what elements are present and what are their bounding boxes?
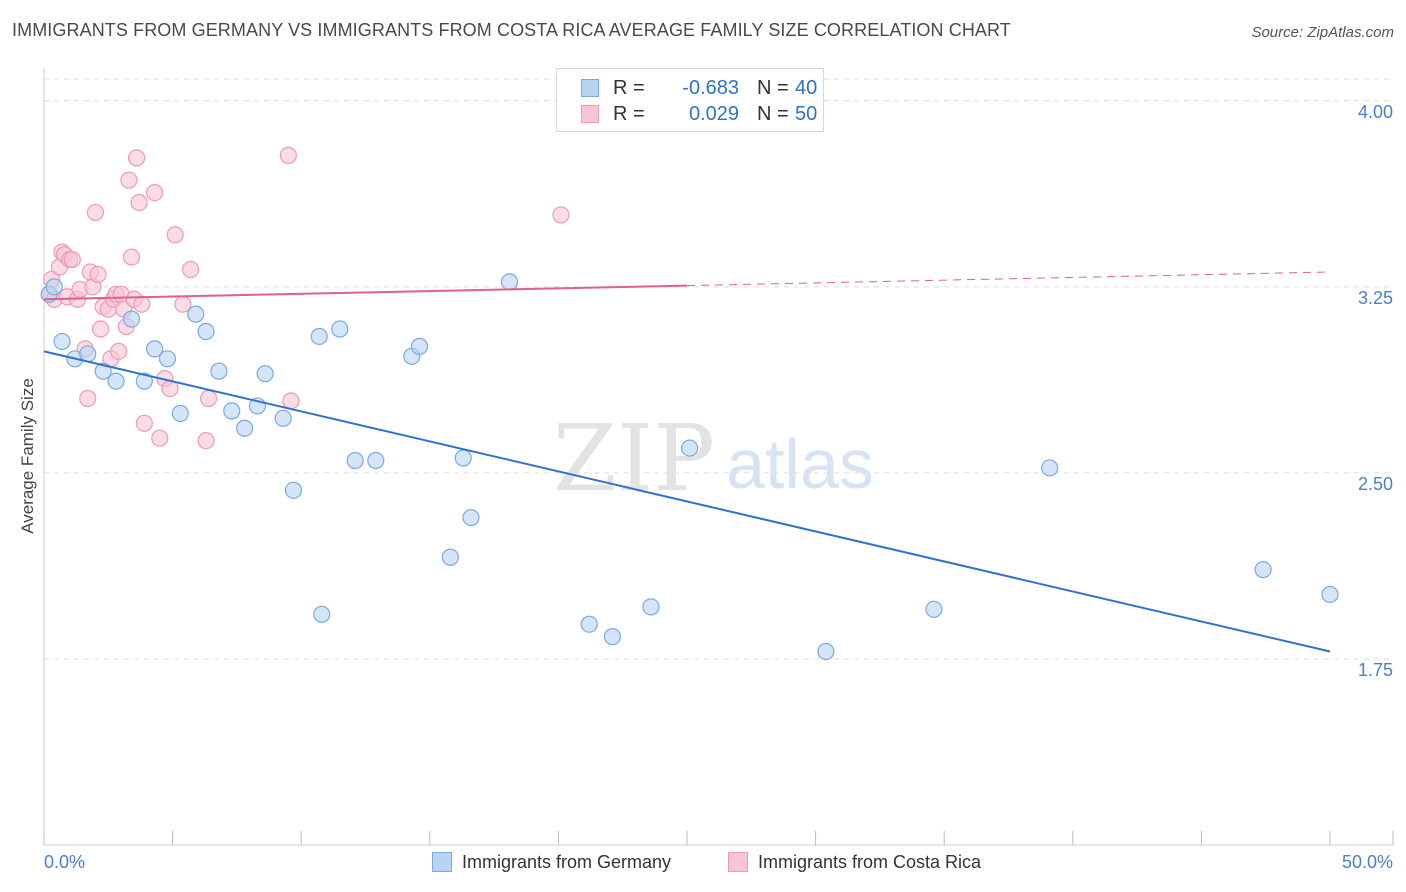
germany-point-13	[197, 322, 215, 341]
costa-rica-point-27	[120, 171, 138, 189]
costa-rica-point-31	[130, 193, 148, 212]
legend-item-costa-rica[interactable]: Immigrants from Costa Rica	[728, 852, 981, 873]
germany-point-22	[313, 605, 331, 623]
x-tick-label-min: 0.0%	[44, 852, 86, 872]
r-value: 0.029	[688, 103, 739, 125]
n-value: 50	[795, 103, 818, 125]
costa-rica-point-30	[127, 149, 146, 167]
germany-point-21	[310, 327, 328, 346]
costa-rica-point-28	[122, 248, 141, 266]
germany-point-6	[107, 372, 125, 390]
germany-point-7	[122, 310, 141, 328]
n-value: 40	[795, 77, 818, 99]
germany-point-23	[331, 320, 349, 338]
costa-rica-point-16	[89, 265, 107, 284]
germany-point-35	[680, 439, 699, 457]
costa-rica-point-40	[182, 260, 200, 279]
costa-rica-point-38	[166, 226, 184, 244]
germany-point-25	[367, 451, 385, 470]
germany-point-32	[580, 615, 598, 633]
costa-rica-point-34	[145, 183, 164, 202]
germany-point-28	[441, 548, 459, 566]
germany-point-19	[274, 409, 292, 427]
x-tick-label-max: 50.0%	[1341, 852, 1393, 872]
germany-point-20	[284, 481, 303, 499]
n-label: N =	[757, 103, 789, 125]
germany-point-18	[256, 365, 274, 383]
germany-point-11	[171, 404, 189, 422]
costa-rica-point-32	[133, 295, 151, 313]
watermark-zip: ZIP	[553, 405, 715, 512]
watermark-atlas: atlas	[726, 425, 874, 503]
costa-rica-point-23	[109, 342, 128, 360]
germany-point-38	[1041, 459, 1059, 477]
costa-rica-point-43	[279, 146, 297, 164]
germany-point-29	[454, 449, 472, 467]
germany-point-31	[500, 273, 519, 291]
germany-point-39	[1254, 561, 1272, 579]
legend-label-germany: Immigrants from Germany	[462, 852, 672, 872]
costa-rica-point-42	[200, 389, 218, 408]
germany-point-16	[236, 419, 254, 437]
germany-point-12	[187, 305, 205, 323]
germany-point-40	[1321, 585, 1339, 604]
costa-rica-point-41	[197, 432, 215, 450]
costa-rica-trend-extension	[686, 271, 1331, 287]
y-tick-label-0: 4.00	[1358, 102, 1393, 122]
chart-title: IMMIGRANTS FROM GERMANY VS IMMIGRANTS FR…	[12, 20, 1011, 40]
costa-rica-trend-line	[43, 284, 688, 301]
costa-rica-point-17	[91, 320, 110, 338]
germany-point-5	[94, 362, 112, 380]
germany-point-10	[158, 350, 177, 368]
legend-label-costa-rica: Immigrants from Costa Rica	[758, 852, 982, 872]
germany-point-1	[45, 278, 63, 296]
axes	[43, 68, 1394, 846]
germany-point-2	[53, 332, 71, 351]
costa-rica-point-33	[135, 414, 153, 432]
germany-swatch	[581, 79, 599, 97]
costa-rica-point-45	[552, 206, 570, 224]
y-tick-labels: 4.00 3.25 2.50 1.75	[1358, 102, 1393, 680]
y-tick-label-2: 2.50	[1358, 474, 1393, 494]
germany-point-15	[223, 402, 241, 420]
germany-point-37	[925, 600, 943, 618]
r-label: R =	[613, 103, 645, 125]
stats-legend: R = -0.683 N = 40 R = 0.029 N = 50	[556, 68, 824, 132]
y-tick-label-3: 1.75	[1358, 660, 1393, 680]
germany-point-30	[462, 508, 480, 527]
costa-rica-point-12	[79, 389, 97, 408]
germany-point-24	[346, 451, 364, 470]
germany-point-33	[603, 628, 622, 646]
costa-rica-swatch	[581, 105, 599, 123]
grid-lines	[44, 78, 1393, 660]
germany-trend-line	[43, 350, 1331, 653]
germany-point-14	[210, 362, 228, 380]
germany-legend-swatch	[432, 852, 452, 872]
data-points	[40, 146, 1339, 661]
legend-item-germany[interactable]: Immigrants from Germany	[432, 852, 671, 873]
germany-point-8	[135, 372, 153, 390]
r-label: R =	[613, 77, 645, 99]
germany-point-34	[642, 598, 660, 616]
germany-point-36	[817, 642, 835, 661]
r-value: -0.683	[682, 77, 739, 99]
trend-lines	[43, 271, 1331, 653]
costa-rica-legend-swatch	[728, 852, 748, 872]
watermark: ZIP atlas	[553, 405, 874, 512]
costa-rica-point-8	[63, 250, 81, 269]
y-tick-label-1: 3.25	[1358, 288, 1393, 308]
costa-rica-point-15	[86, 203, 105, 222]
costa-rica-point-44	[282, 392, 300, 410]
germany-point-27	[410, 337, 429, 355]
costa-rica-point-35	[151, 429, 169, 447]
germany-point-9	[145, 340, 164, 358]
source-credit: Source: ZipAtlas.com	[1251, 24, 1394, 41]
n-label: N =	[757, 77, 789, 99]
